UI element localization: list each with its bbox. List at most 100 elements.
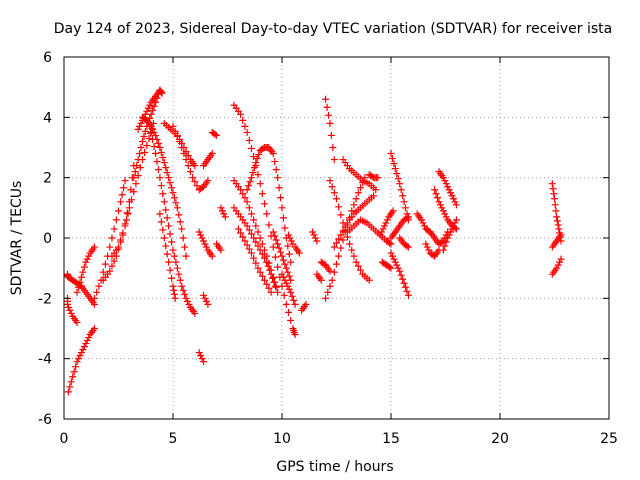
data-point [370,192,378,200]
data-point [291,300,299,308]
data-point [108,234,116,242]
data-point [91,325,99,332]
data-point [112,216,120,224]
data-point [64,300,71,308]
data-point [140,132,148,140]
data-point [200,358,208,366]
data-point [280,291,288,299]
data-point [291,331,299,339]
data-point [72,363,80,371]
data-point [554,261,562,269]
data-point [322,294,330,302]
data-point [166,230,174,238]
data-point [313,237,321,245]
data-point [254,228,262,236]
data-point [436,201,444,209]
data-point [157,182,165,190]
data-point [247,174,255,182]
data-point [239,233,247,241]
data-point [134,156,142,164]
data-point [404,291,412,299]
data-point [166,266,174,274]
data-point [295,249,303,257]
data-point [284,268,292,276]
data-point [285,308,293,316]
data-point [387,240,395,248]
data-point [108,262,116,270]
data-point [202,243,210,251]
data-point [272,236,280,244]
data-point [106,243,114,251]
data-point [252,238,260,246]
data-point [557,255,565,263]
data-point [329,144,337,151]
data-point [423,243,431,251]
data-point [249,169,257,177]
data-point [439,174,447,182]
data-point [171,294,179,302]
data-point [137,144,145,151]
data-point [441,210,449,218]
x-tick-label: 5 [169,431,178,447]
data-point [339,227,347,235]
data-point [451,198,459,206]
data-point [152,131,160,139]
data-point [335,235,343,243]
data-point [184,152,192,160]
data-point [393,261,401,269]
data-point [263,210,271,218]
data-point [165,222,173,230]
data-point [201,240,209,248]
y-tick-label: 4 [43,110,52,126]
data-point [147,128,155,136]
data-point [399,275,407,283]
data-point [213,131,221,139]
data-point [143,107,151,115]
data-point [132,180,140,188]
data-point [185,300,193,308]
data-point [75,355,83,363]
data-point [258,240,266,248]
data-point [445,231,453,239]
data-point [149,135,157,143]
data-point [250,234,258,242]
data-point [153,158,161,166]
data-point [549,185,557,193]
data-point [186,168,194,176]
data-point [91,243,99,251]
data-point [66,306,74,314]
data-point [267,288,275,296]
data-point [387,150,395,158]
data-point [115,243,122,251]
data-point [241,194,249,202]
data-point [237,229,245,237]
data-point [553,213,561,221]
data-point [241,237,249,245]
data-point [159,226,167,234]
data-point [402,204,410,212]
data-point [245,226,253,234]
data-point [277,248,285,256]
data-point [267,270,275,278]
data-point [282,300,290,308]
data-point [149,106,157,114]
data-point [350,252,358,260]
data-point [402,283,410,291]
data-point [82,340,90,348]
data-point [277,194,285,202]
data-point [67,378,75,386]
data-point [134,125,142,133]
data-point [265,221,273,229]
data-point [130,174,138,182]
data-point [394,175,402,183]
data-point [150,102,158,110]
data-point [150,142,158,150]
data-point [162,164,170,172]
data-point [241,122,249,130]
data-point [282,279,290,287]
data-point [172,199,180,207]
data-point [272,283,280,291]
data-point [403,287,411,295]
data-point [553,217,561,225]
data-point [93,288,101,296]
